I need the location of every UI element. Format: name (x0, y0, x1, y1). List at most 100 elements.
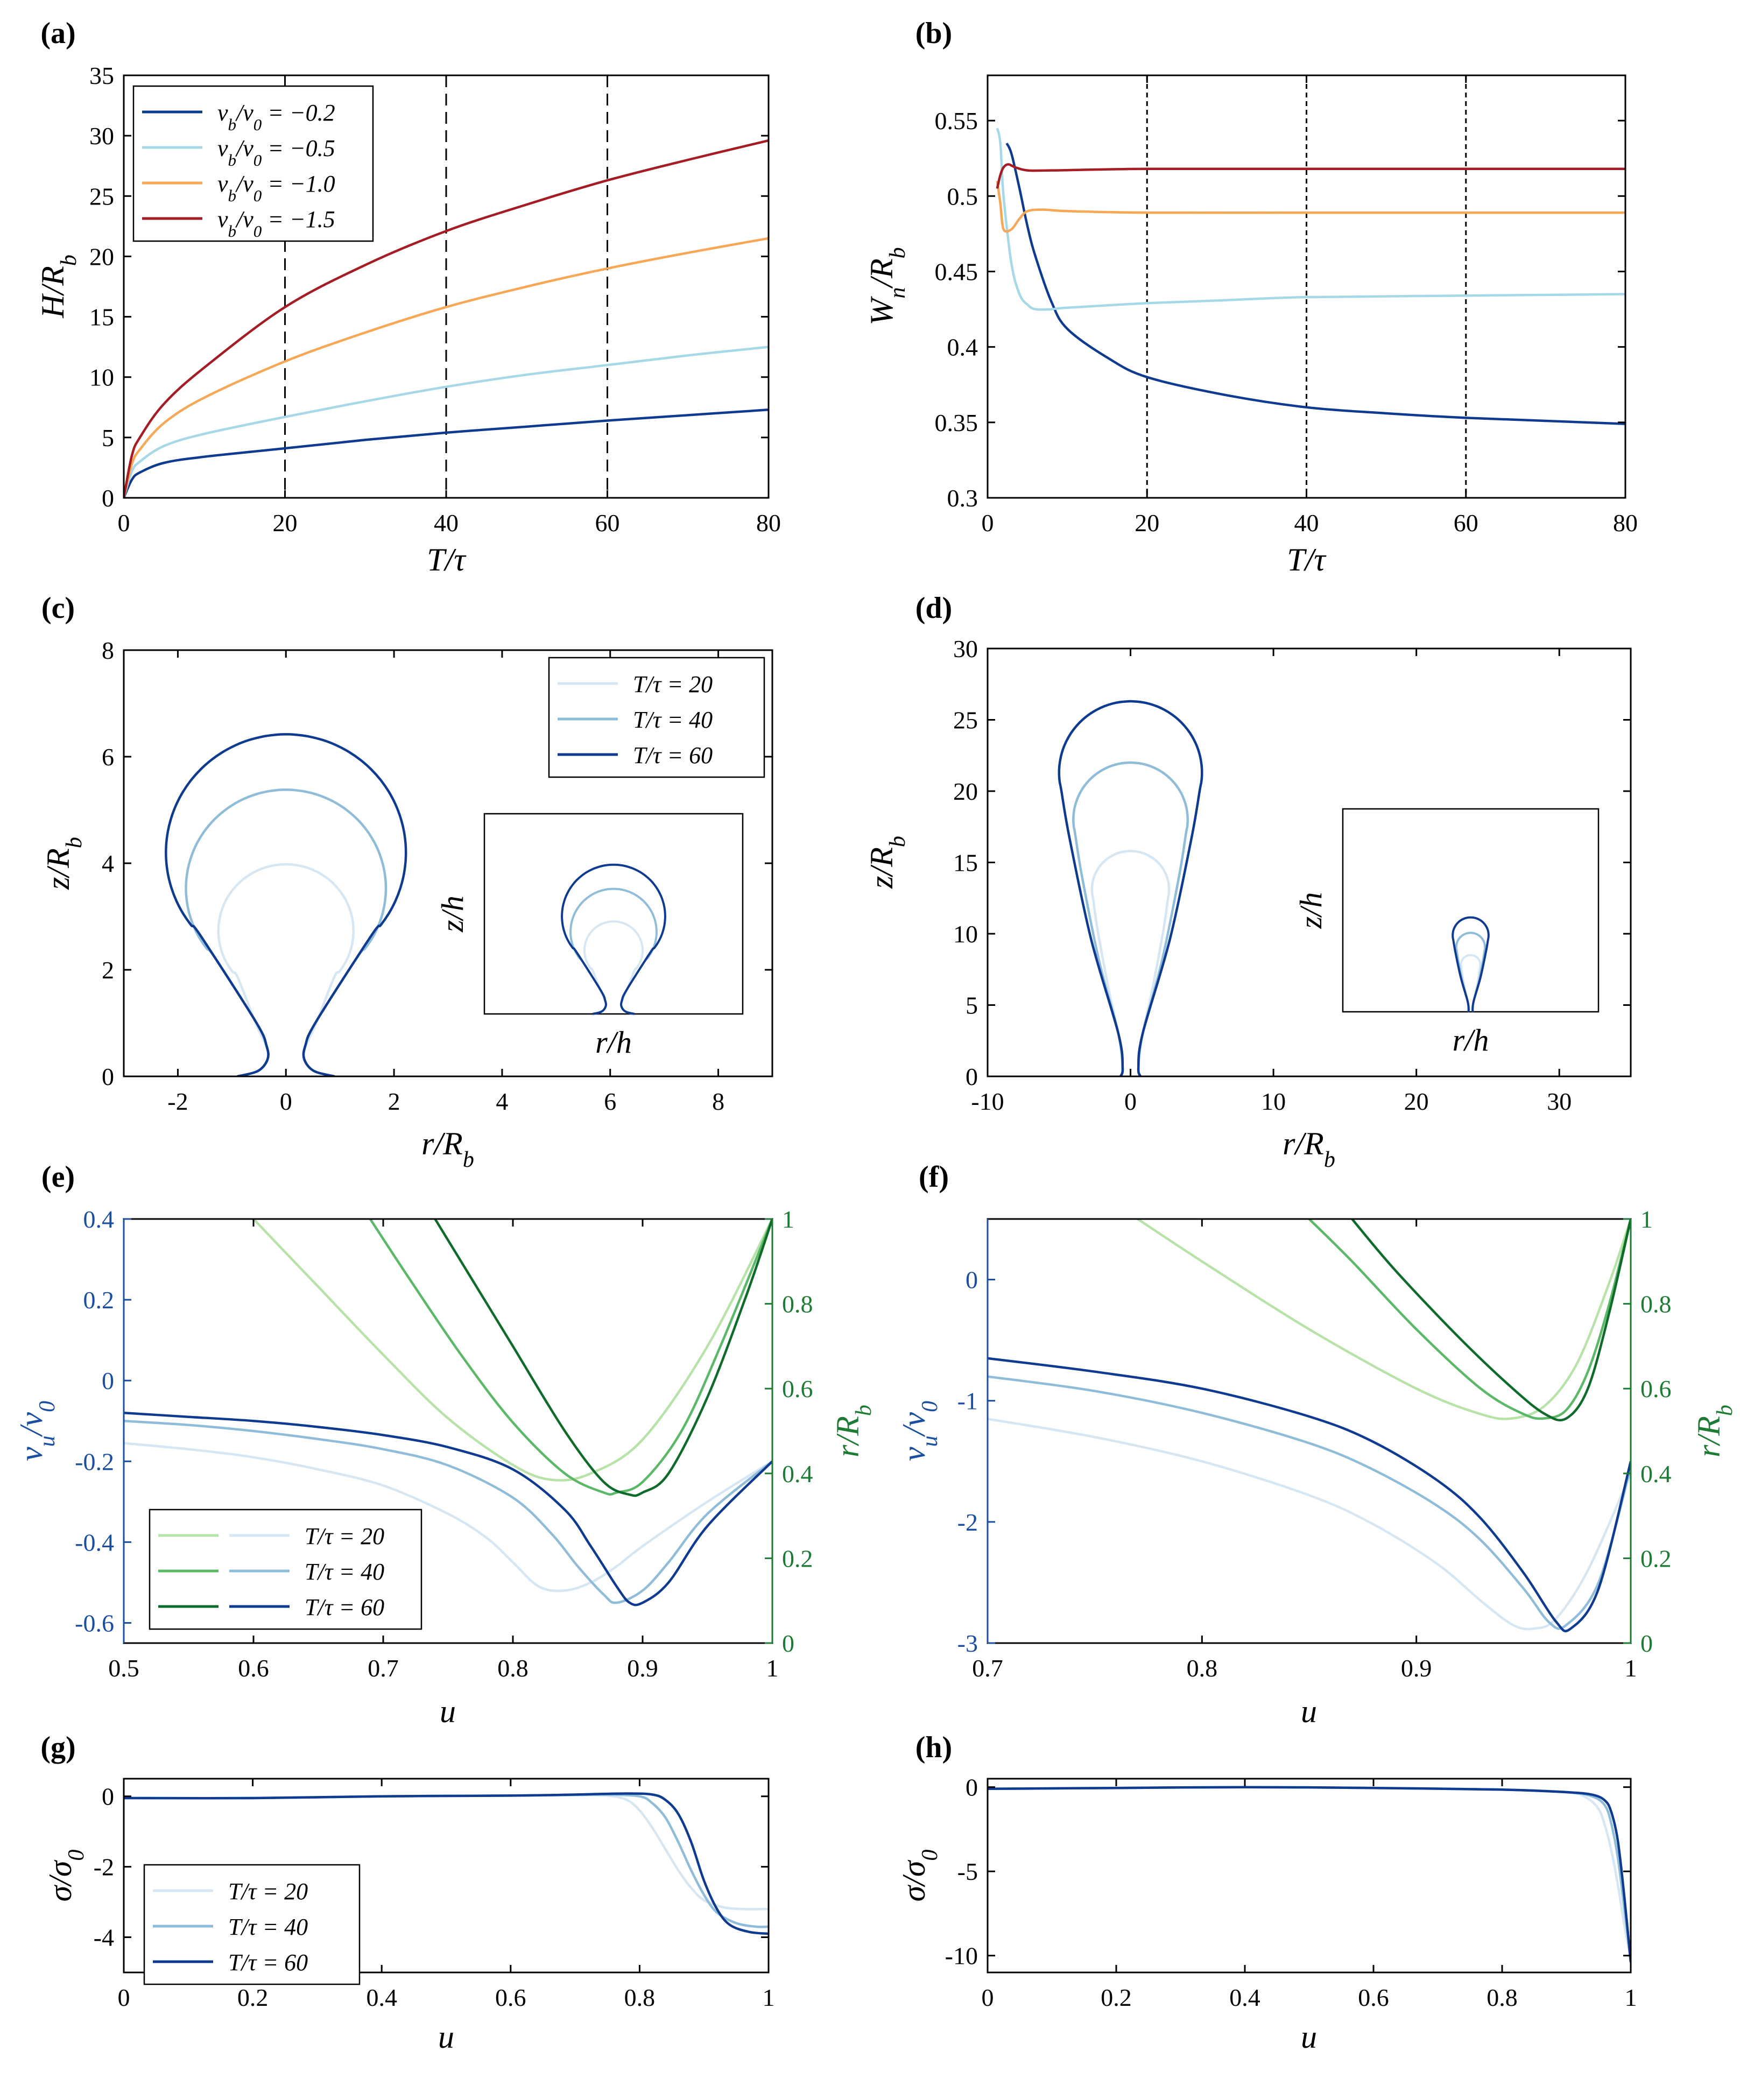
x-tick-label: 0 (982, 1984, 994, 2011)
series-line (996, 128, 1625, 311)
y-axis-label: z/Rb (864, 836, 910, 889)
legend-label: vb/v0 = −0.2 (217, 100, 335, 134)
x-axis-label: u (438, 2019, 454, 2055)
panel-label-e: (e) (41, 1160, 75, 1194)
y-tick-label: 0 (966, 1063, 978, 1090)
y-tick-label: -0.4 (75, 1528, 114, 1556)
legend-label: T/τ = 40 (633, 707, 713, 733)
x-tick-label: 0.5 (108, 1654, 139, 1682)
series-line (1351, 1219, 1631, 1422)
panel-label-d: (d) (915, 591, 952, 625)
x-tick-label: 0.2 (1101, 1984, 1132, 2011)
y-tick-label: -1 (957, 1387, 978, 1415)
y2-tick-label: 0.6 (782, 1375, 813, 1403)
series-line (988, 1786, 1631, 1961)
series-line (124, 237, 769, 498)
x-tick-label: 0 (982, 509, 994, 537)
y-tick-label: 0 (966, 1266, 978, 1294)
y-tick-label: 0.4 (83, 1206, 115, 1233)
x-tick-label: 1 (1625, 1984, 1637, 2011)
panel-a: (a) 0 20 40 60 80 0 5 10 15 20 25 30 35 T/τ H/Rb vb/v0 =… (35, 17, 781, 577)
x-axis-label: r/Rb (1283, 1126, 1335, 1172)
legend-label: T/τ = 60 (633, 742, 713, 769)
y-tick-label: 10 (89, 364, 114, 391)
droplet-profile (1058, 700, 1203, 1076)
inset-x-label: r/h (595, 1025, 632, 1060)
legend-label: vb/v0 = −1.5 (217, 206, 335, 241)
y-tick-label: 0.4 (947, 334, 978, 361)
y-tick-label: 4 (102, 850, 114, 877)
legend-label: T/τ = 20 (305, 1523, 384, 1549)
x-tick-label: 80 (1613, 509, 1638, 537)
series-line (988, 1786, 1631, 1963)
x-tick-label: 0.6 (238, 1654, 269, 1682)
panel-g: (g) 0 0.2 0.4 0.6 0.8 1 -4 -2 0 u σ/σ0 T/τ = 20 T/τ =… (40, 1731, 774, 2055)
x-axis-label: u (1301, 2019, 1317, 2055)
y2-tick-label: 0.4 (1640, 1460, 1672, 1488)
x-tick-label: -10 (971, 1088, 1004, 1115)
inset-profile (1455, 932, 1487, 1012)
y-tick-label: -0.2 (75, 1448, 114, 1475)
series-line (996, 180, 1625, 233)
inset-profile (1460, 954, 1482, 1012)
x-tick-label: 0.6 (495, 1984, 526, 2011)
series-line (369, 1219, 772, 1496)
droplet-profile (1090, 850, 1171, 1076)
y-tick-label: 0 (102, 484, 114, 512)
y2-tick-label: 0.8 (782, 1291, 813, 1318)
series-line (988, 1418, 1631, 1631)
y2-tick-label: 0.8 (1640, 1291, 1672, 1318)
x-tick-label: 0.4 (1229, 1984, 1260, 2011)
x-tick-label: 0.4 (366, 1984, 397, 2011)
x-tick-label: 20 (1404, 1088, 1429, 1115)
panel-b: (b) 0 20 40 60 80 0.3 0.35 0.4 0.45 0.5 0.55 T/τ Wn/R… (864, 17, 1638, 577)
plot-area-e (124, 1219, 772, 1606)
panel-e: (e) 0.5 0.6 0.7 0.8 0.9 1 -0.6 -0.4 -0.2 0 0.2 0.4 0 0… (13, 1160, 876, 1729)
plot-area-a (124, 75, 769, 498)
y2-axis-label: r/Rb (1691, 1405, 1737, 1457)
y-tick-label: 25 (953, 707, 978, 734)
legend-c (548, 657, 765, 778)
y2-axis-label: r/Rb (830, 1405, 876, 1457)
series-line (124, 1442, 772, 1592)
x-axis-label: u (1301, 1694, 1317, 1729)
plot-area-h (988, 1786, 1631, 1963)
y-tick-label: 0.2 (83, 1286, 115, 1314)
x-axis-label: T/τ (427, 542, 467, 577)
x-tick-label: 60 (595, 509, 620, 537)
x-tick-label: 4 (496, 1088, 508, 1115)
x-tick-label: 0 (280, 1088, 292, 1115)
panel-h: (h) 0 0.2 0.4 0.6 0.8 1 -10 -5 0 u σ/σ0 (896, 1731, 1637, 2055)
series-line (996, 163, 1625, 189)
x-tick-label: 0.7 (972, 1654, 1003, 1682)
x-tick-label: -2 (167, 1088, 188, 1115)
x-tick-label: 0.9 (627, 1654, 658, 1682)
x-tick-label: 0.6 (1358, 1984, 1389, 2011)
y-tick-label: 0.3 (947, 484, 978, 512)
y2-tick-label: 0.2 (1640, 1545, 1672, 1572)
series-line (1308, 1219, 1631, 1420)
panel-label-g: (g) (40, 1731, 75, 1764)
y-tick-label: 5 (966, 992, 978, 1019)
x-tick-label: 0 (1124, 1088, 1137, 1115)
y-tick-label: 0.35 (935, 409, 978, 436)
series-line (1137, 1219, 1631, 1420)
series-line (1005, 143, 1625, 425)
inset-profile (1452, 916, 1490, 1012)
droplet-profile (1072, 761, 1189, 1076)
panel-label-b: (b) (915, 17, 952, 50)
series-line (124, 1411, 772, 1606)
plot-area-d (1058, 700, 1203, 1076)
inset-y-label: z/h (435, 896, 470, 933)
x-tick-label: 80 (756, 509, 781, 537)
y-tick-label: 0 (102, 1063, 114, 1090)
y-tick-label: 35 (89, 62, 114, 89)
y-tick-label: -3 (957, 1630, 978, 1657)
x-tick-label: 1 (763, 1984, 775, 2011)
panel-f: (f) 0.7 0.8 0.9 1 -3 -2 -1 0 0 0.2 0.4 0.6 0.8 1 u vu/v0… (896, 1160, 1737, 1729)
x-tick-label: 40 (1294, 509, 1319, 537)
x-tick-label: 2 (388, 1088, 400, 1115)
inset-profile (583, 920, 644, 1015)
